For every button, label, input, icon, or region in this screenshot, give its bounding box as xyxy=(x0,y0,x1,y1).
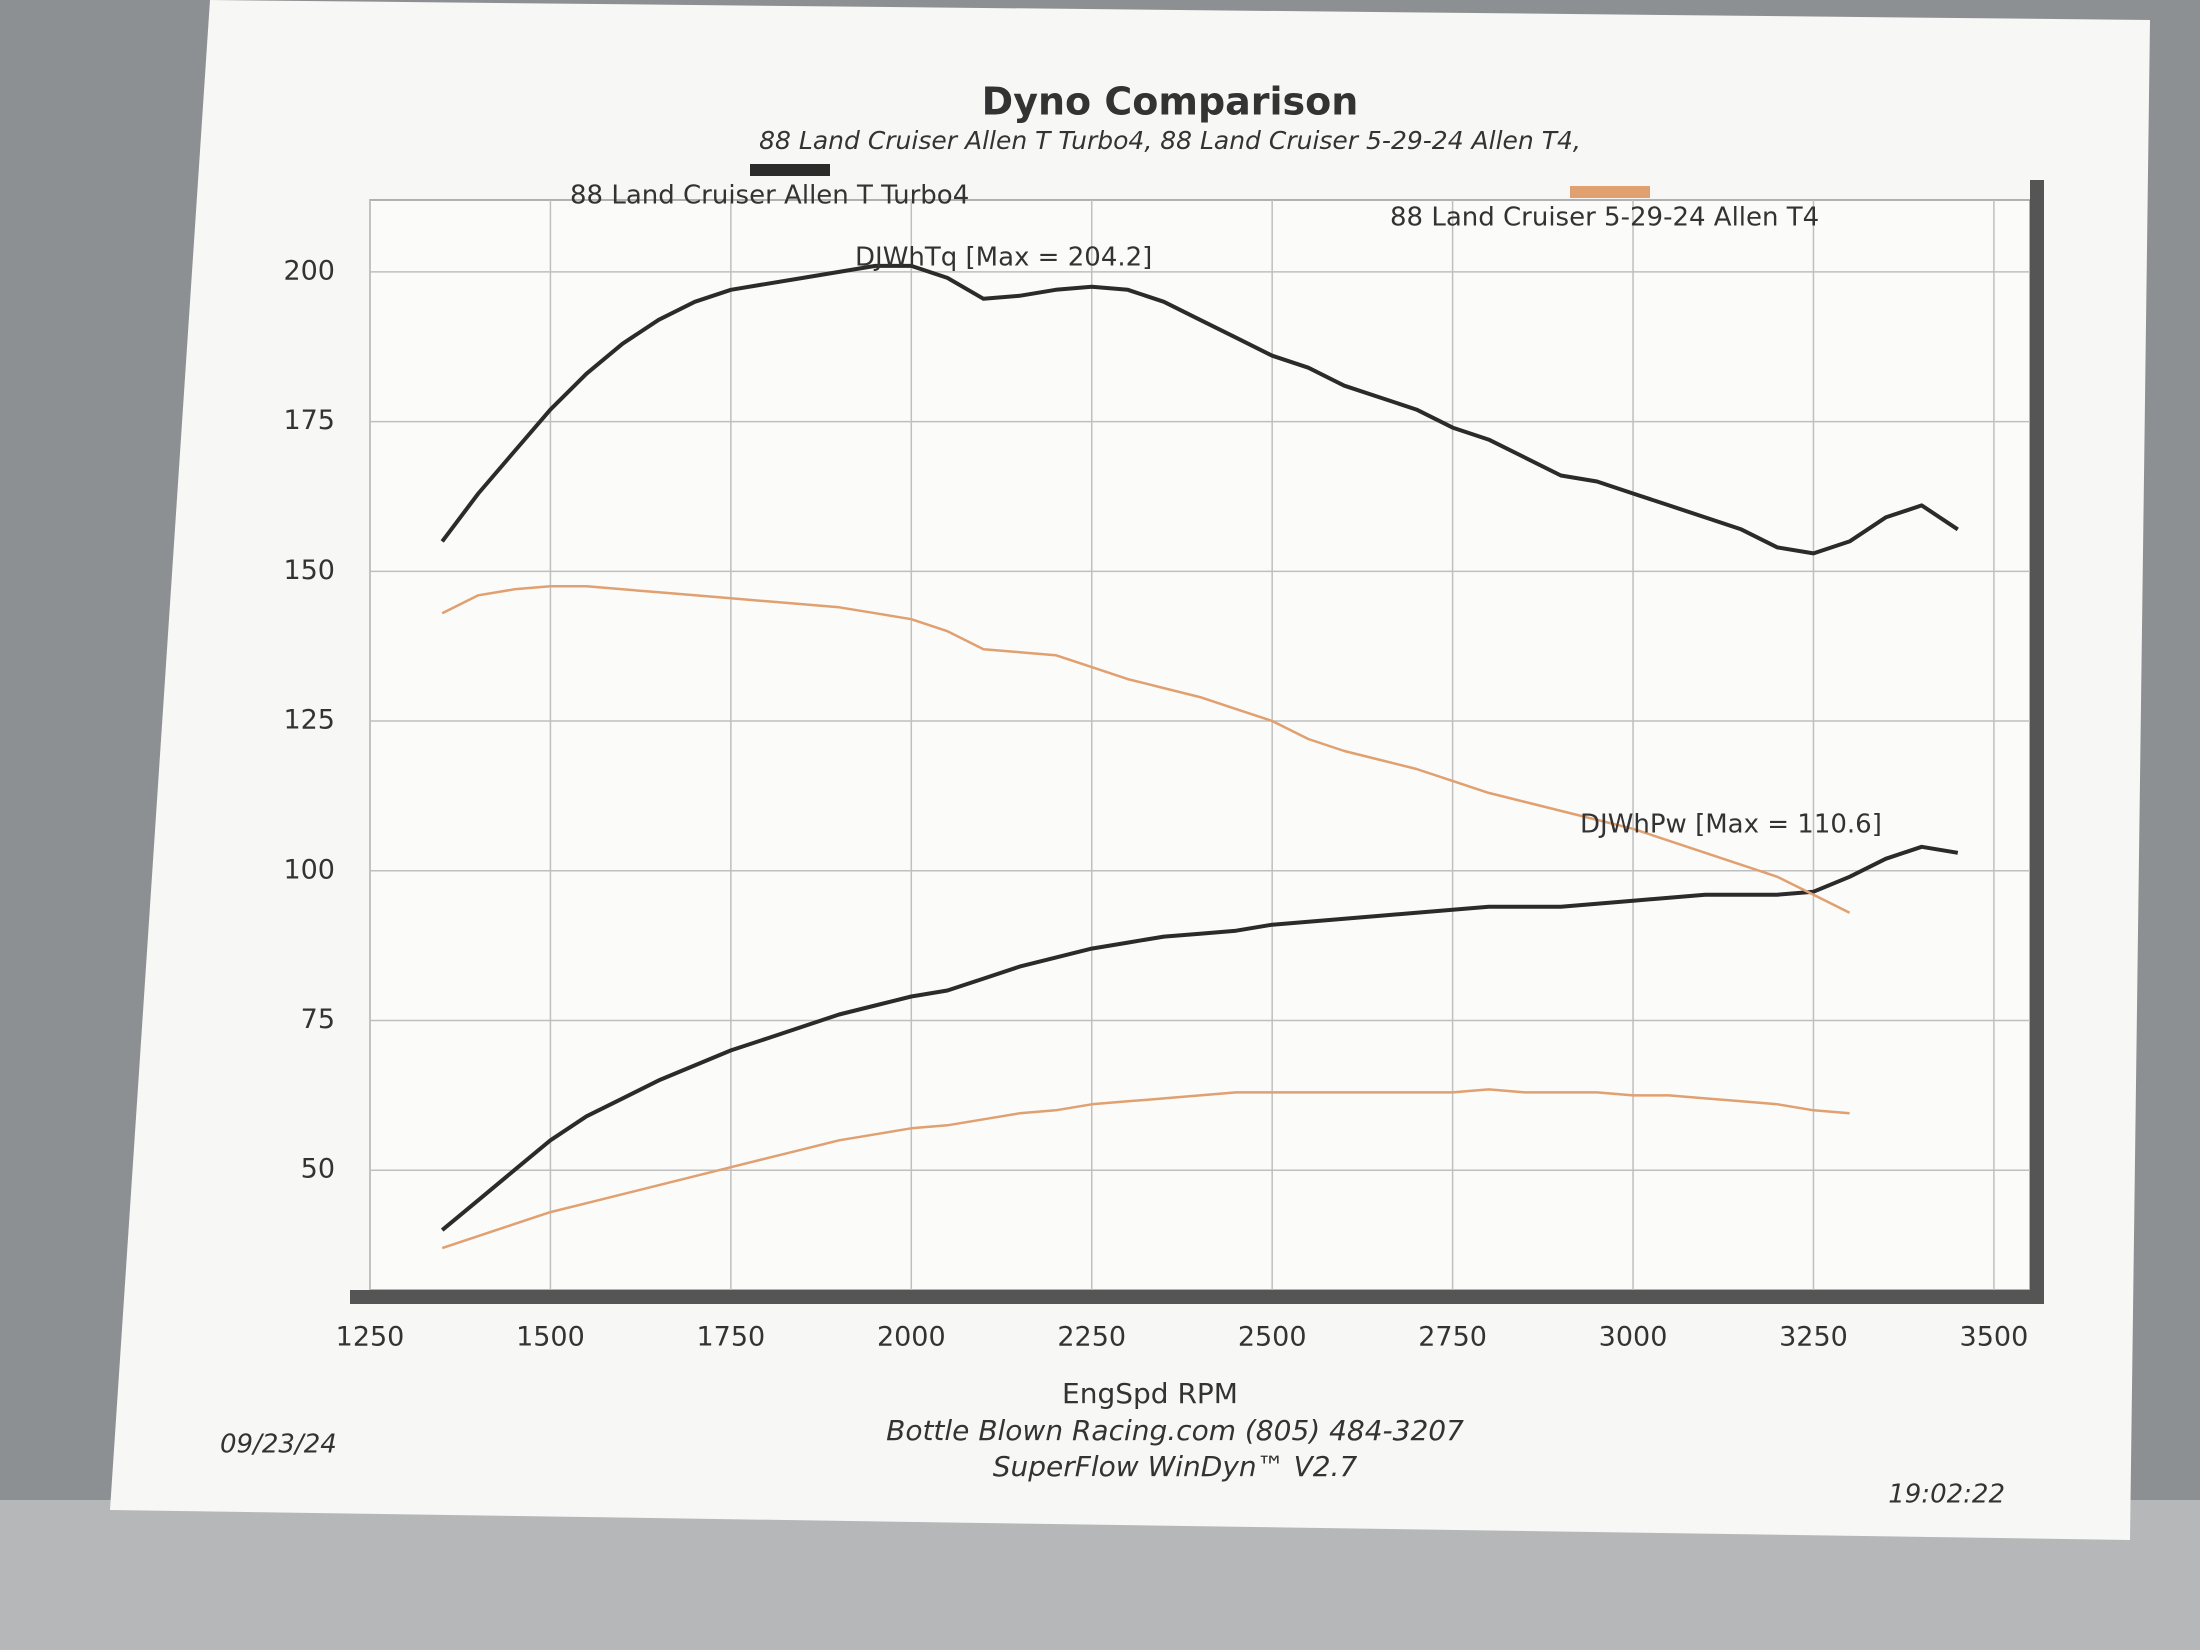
print-date: 09/23/24 xyxy=(220,1430,337,1460)
y-tick-label: 125 xyxy=(283,705,335,736)
power-line xyxy=(440,844,1959,1232)
torque-line xyxy=(440,263,1959,556)
x-tick-label: 2000 xyxy=(877,1322,946,1353)
legend-swatch xyxy=(750,164,830,176)
x-tick-label: 1750 xyxy=(697,1322,766,1353)
chart-title: Dyno Comparison xyxy=(982,80,1359,124)
legend-swatch xyxy=(1570,186,1650,198)
annotation: DJWhTq [Max = 204.2] xyxy=(855,243,1152,273)
plot: 50 75 100 125 150 175 200 1250 1500 1750 2000 2250 2… xyxy=(283,164,2044,1353)
x-tick-label: 2750 xyxy=(1418,1322,1487,1353)
print-time: 19:02:22 xyxy=(1888,1480,2005,1510)
x-tick-label: 1500 xyxy=(516,1322,585,1353)
footer-line: Bottle Blown Racing.com (805) 484-3207 xyxy=(886,1414,1464,1447)
y-tick-label: 200 xyxy=(283,255,335,286)
x-tick-label: 2500 xyxy=(1238,1322,1307,1353)
x-tick-label: 1250 xyxy=(336,1322,405,1353)
footer-line: SuperFlow WinDyn™ V2.7 xyxy=(993,1450,1358,1483)
x-axis-label: EngSpd RPM xyxy=(1062,1377,1238,1410)
x-tick-label: 3000 xyxy=(1599,1322,1668,1353)
torque-line xyxy=(441,585,1851,914)
power-line xyxy=(441,1088,1850,1250)
legend-entry: 88 Land Cruiser Allen T Turbo4 xyxy=(570,181,969,211)
x-tick-label: 2250 xyxy=(1057,1322,1126,1353)
chart-subtitle: 88 Land Cruiser Allen T Turbo4, 88 Land … xyxy=(759,126,1581,155)
right-axis-bar xyxy=(2030,180,2044,1304)
x-tick-label: 3250 xyxy=(1779,1322,1848,1353)
y-tick-label: 100 xyxy=(283,854,335,885)
legend-entry: 88 Land Cruiser 5-29-24 Allen T4 xyxy=(1390,203,1819,233)
y-tick-label: 150 xyxy=(283,555,335,586)
x-axis-bar xyxy=(350,1290,2030,1304)
annotation: DJWhPw [Max = 110.6] xyxy=(1580,810,1882,840)
y-tick-label: 175 xyxy=(283,405,335,436)
x-tick-label: 3500 xyxy=(1960,1322,2029,1353)
y-tick-label: 75 xyxy=(301,1004,335,1035)
plot-area xyxy=(369,199,2031,1291)
y-tick-label: 50 xyxy=(301,1154,335,1185)
